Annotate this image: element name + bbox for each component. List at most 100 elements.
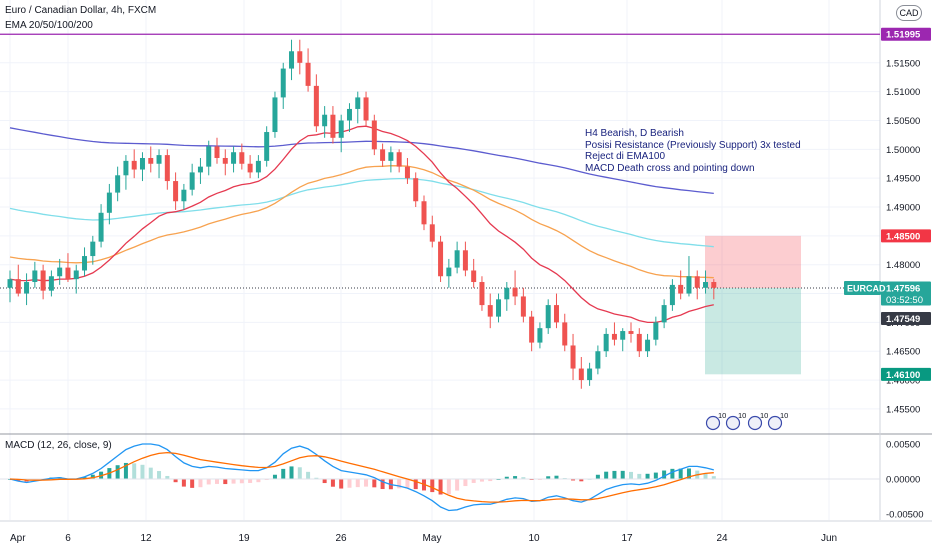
event-badges[interactable]: 10 10 10 10 (705, 411, 789, 431)
macd-histogram-bar (571, 479, 576, 481)
note-line: H4 Bearish, D Bearish (585, 128, 684, 139)
candle-body (264, 132, 270, 161)
price-axis[interactable]: 1.520001.515001.510001.505001.500001.495… (844, 27, 931, 521)
candle-body (363, 97, 369, 121)
price-tick-label: 1.46000 (886, 376, 920, 387)
ema-value-label: 1.47549 (886, 314, 920, 325)
macd-histogram-bar (272, 474, 277, 479)
grid-lines (0, 0, 932, 522)
price-tick-label: 1.49500 (886, 174, 920, 185)
macd-histogram-bar (446, 479, 451, 495)
macd-histogram-bar (148, 467, 153, 479)
candle-body (645, 339, 651, 352)
macd-histogram-bar (123, 462, 128, 479)
analysis-note[interactable]: H4 Bearish, D Bearish Posisi Resistance … (585, 128, 801, 174)
candle-body (139, 157, 145, 170)
macd-histogram-bar (430, 479, 435, 493)
time-axis-label: 12 (140, 533, 152, 544)
event-badge-icon (767, 415, 783, 431)
note-line: Posisi Resistance (Previously Support) 3… (585, 139, 801, 151)
candle-body (214, 146, 220, 158)
macd-histogram-bar (297, 467, 302, 479)
candle-body (512, 287, 518, 297)
candle-body (570, 345, 576, 369)
macd-tick-label: 0.00000 (886, 475, 920, 486)
macd-histogram-bar (513, 476, 518, 479)
macd-histogram-bar (306, 471, 311, 479)
macd-histogram-bar (678, 468, 683, 479)
symbol-title[interactable]: Euro / Canadian Dollar, 4h, FXCM (5, 5, 157, 16)
candle-body (148, 157, 154, 164)
candle-body (686, 276, 692, 294)
macd-histogram-bar (330, 479, 335, 487)
candle-body (380, 149, 386, 161)
macd-histogram-bar (372, 479, 377, 488)
current-price-label: 1.47596 (886, 284, 920, 295)
candle-body (628, 331, 634, 334)
candle-body (454, 250, 460, 268)
candle-body (65, 267, 71, 280)
candle-body (669, 284, 675, 306)
event-badge-count: 10 (718, 411, 726, 420)
time-axis[interactable]: Apr 6 12 19 26 May 10 17 24 Jun (10, 533, 837, 544)
macd-label[interactable]: MACD (12, 26, close, 9) (5, 440, 112, 451)
candle-body (487, 305, 493, 317)
candle-body (355, 97, 361, 109)
macd-histogram-bar (231, 479, 236, 484)
candle-body (371, 120, 377, 150)
macd-histogram-bar (662, 470, 667, 479)
candle-body (289, 51, 295, 69)
price-tick-label: 1.48000 (886, 260, 920, 271)
stop-loss-price-label-bg (881, 229, 931, 243)
macd-histogram-bar (612, 470, 617, 479)
countdown-label: 03:52:50 (886, 295, 923, 306)
time-axis-label: 19 (238, 533, 250, 544)
short-position-tool[interactable] (705, 235, 801, 375)
event-badge-icon (747, 415, 763, 431)
candle-body (711, 282, 717, 288)
macd-histogram-bar (256, 479, 261, 483)
macd-histogram-bar (322, 479, 327, 484)
candle-body (587, 368, 593, 381)
currency-badge[interactable]: CAD (896, 5, 922, 21)
macd-histogram-bar (620, 470, 625, 479)
macd-tick-label: 0.00500 (886, 440, 920, 451)
candle-body (678, 284, 684, 294)
macd-histogram-bar (198, 479, 203, 488)
candle-body (156, 155, 162, 164)
candle-body (396, 152, 402, 167)
time-axis-label: 6 (65, 533, 71, 544)
current-price-label-bg (881, 281, 931, 306)
macd-histogram-bar (339, 479, 344, 489)
macd-histogram-bar (554, 475, 559, 479)
macd-histogram-bar (711, 476, 716, 479)
ema-indicator-label[interactable]: EMA 20/50/100/200 (5, 20, 93, 31)
signal-line (9, 451, 714, 503)
macd-histogram-bar (463, 479, 468, 487)
candle-body (694, 276, 700, 288)
macd-pane (0, 443, 880, 512)
candle-body (471, 270, 477, 283)
candle-body (106, 192, 112, 213)
candle-body (504, 287, 510, 300)
macd-histogram-bar (347, 479, 352, 488)
stop-loss-price-label: 1.48500 (886, 231, 920, 242)
macd-histogram-bar (637, 473, 642, 479)
macd-histogram-bar (140, 464, 145, 479)
candle-body (231, 152, 237, 164)
macd-histogram-bar (488, 479, 493, 482)
event-badge-count: 10 (780, 411, 788, 420)
candle-body (32, 270, 38, 283)
time-axis-label: 17 (621, 533, 633, 544)
candle-body (446, 267, 452, 277)
candle-body (322, 114, 328, 127)
macd-histogram-bar (686, 468, 691, 479)
resistance-price-label-bg (881, 27, 931, 41)
candle-body (48, 276, 54, 291)
symbol-tag: EURCAD (847, 284, 886, 294)
macd-histogram-bar (471, 479, 476, 483)
candle-body (7, 279, 13, 288)
candle-body (15, 279, 21, 294)
